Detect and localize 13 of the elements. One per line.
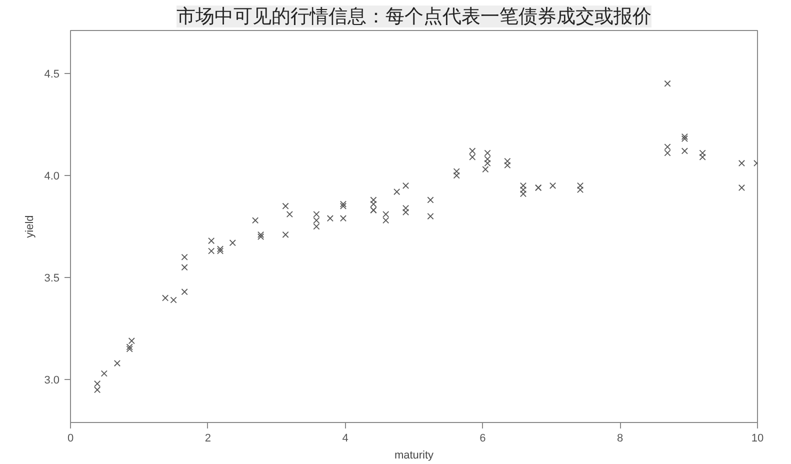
x-tick-label: 10	[751, 432, 764, 444]
x-tick-label: 8	[617, 432, 624, 444]
x-tick-label: 2	[204, 432, 211, 444]
x-tick-label: 0	[67, 432, 74, 444]
y-tick-label: 4.0	[44, 170, 60, 182]
x-tick-label: 6	[480, 432, 486, 444]
y-tick-label: 4.5	[44, 68, 60, 80]
y-axis-title: yield	[24, 215, 36, 238]
chart-title: 市场中可见的行情信息：每个点代表一笔债券成交或报价	[176, 6, 652, 28]
y-tick-label: 3.5	[44, 272, 60, 285]
x-axis-title: maturity	[394, 450, 434, 462]
x-tick-label: 4	[342, 432, 348, 444]
y-tick-label: 3.0	[44, 374, 60, 387]
